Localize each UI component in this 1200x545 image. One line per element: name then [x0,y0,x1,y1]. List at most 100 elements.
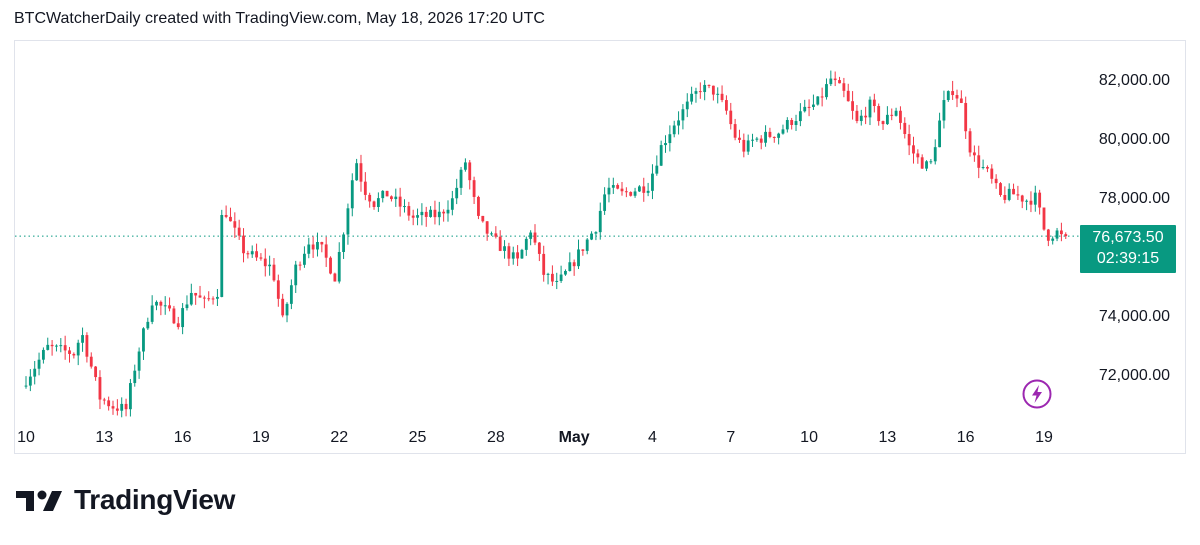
candle-body [629,192,633,196]
candle-body [1016,194,1020,196]
candle-body [685,101,689,110]
candle-body [838,80,841,84]
candle-body [733,124,737,138]
candle-body [642,186,646,193]
candle-body [381,190,385,199]
y-tick-label: 72,000.00 [1099,367,1170,384]
candle-body [198,295,202,298]
candle-body [163,305,167,307]
candle-body [646,190,650,193]
candle-body [846,90,850,102]
candle-body [159,301,163,306]
candle-body [703,84,707,93]
x-tick-label: 4 [648,429,657,446]
candle-body [746,140,750,152]
candle-body [311,244,315,250]
candle-body [707,84,711,86]
candle-body [503,246,506,251]
candle-body [85,335,89,357]
candle-body [28,376,32,386]
candle-body [864,115,868,118]
candle-body [385,190,389,197]
candle-body [899,110,902,123]
candle-body [207,298,211,300]
candle-body [894,110,898,116]
x-tick-label: 25 [409,429,427,446]
candle-body [564,270,567,275]
x-tick-label: 28 [487,429,505,446]
candle-body [368,194,372,202]
candle-body [259,257,263,259]
candle-body [128,383,132,410]
candle-body [859,115,863,122]
x-tick-label: 13 [95,429,113,446]
candle-body [903,122,907,135]
candle-body [916,153,920,158]
candle-body [968,131,972,153]
candle-body [115,408,119,411]
x-tick-label: 7 [726,429,735,446]
candle-body [981,167,985,169]
candle-body [494,233,498,237]
x-tick-label: 19 [1035,429,1053,446]
candle-body [33,368,37,377]
x-tick-label: 10 [17,429,35,446]
candle-body [120,403,124,411]
tradingview-logo: TradingView [16,484,235,516]
candle-body [490,233,493,235]
candle-body [50,344,54,347]
candle-body [433,209,437,218]
candle-body [729,110,733,125]
candle-body [137,351,141,371]
candle-body [337,251,341,282]
candle-body [333,273,337,282]
candle-body [229,216,232,222]
candle-body [1038,192,1042,208]
last-price-value: 76,673.50 [1092,229,1164,246]
candle-body [581,249,585,251]
candle-body [807,106,811,108]
candle-body [977,155,981,168]
candle-body [720,93,724,101]
candle-body [577,249,580,267]
y-tick-label: 74,000.00 [1099,308,1170,325]
candle-body [376,198,380,207]
candle-body [72,353,76,356]
candle-body [681,109,685,121]
candle-body [189,292,193,305]
tradingview-logo-icon [16,490,62,511]
candle-body [833,78,837,81]
candle-body [698,91,702,93]
candle-body [320,242,324,245]
candle-body [659,145,663,166]
candle-body [316,242,319,250]
candle-body [829,78,833,85]
candle-body [81,335,84,343]
candle-body [885,114,889,125]
candle-body [211,298,215,300]
candle-body [255,251,258,258]
lightning-bolt-icon[interactable] [1022,379,1052,409]
candle-body [624,191,628,193]
candle-body [816,96,820,105]
candle-body [272,264,276,281]
candle-body [289,285,293,304]
candle-body [363,181,367,195]
candle-body [803,106,807,112]
candle-body [938,120,942,148]
candle-body [946,91,950,101]
candle-body [611,185,615,188]
candle-body [951,91,955,96]
candle-body [964,102,968,132]
candlestick-chart[interactable]: 82,000.00 80,000.00 78,000.00 74,000.00 72,0… [0,0,1200,460]
candle-body [446,209,450,214]
candle-body [142,328,145,352]
candle-body [185,304,189,309]
candle-body [868,99,872,118]
candle-body [537,242,541,254]
candle-body [785,120,789,130]
x-tick-label: 16 [957,429,975,446]
candle-body [777,133,781,138]
candle-body [403,206,406,208]
candle-body [485,221,489,234]
